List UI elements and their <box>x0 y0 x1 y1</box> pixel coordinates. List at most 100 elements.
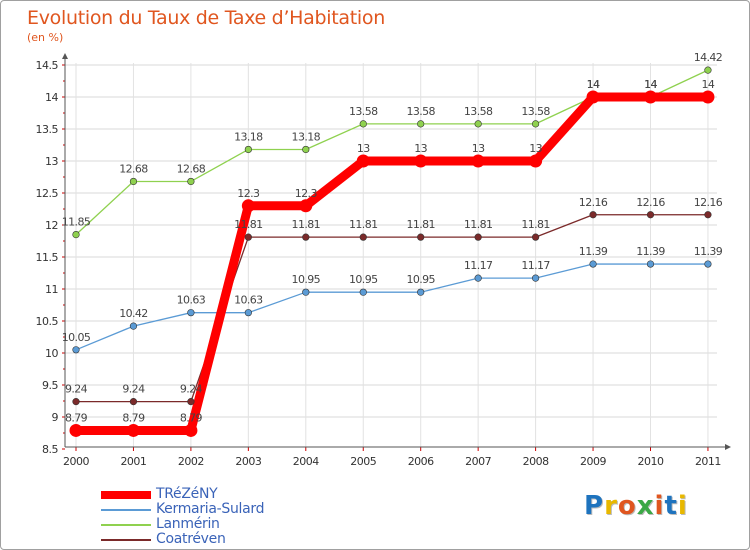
data-label-lanm-rin: 13.58 <box>521 105 550 118</box>
data-labels: 8.79 8.79 8.79 12.3 12.3 13 13 13 13 14 14 14 10.05 1… <box>62 51 724 424</box>
y-tick-label: 8.5 <box>42 443 58 456</box>
data-point-lanm-rin <box>72 231 80 239</box>
data-point-lanm-rin <box>417 120 425 128</box>
legend-swatch-kermaria-sulard <box>101 508 151 511</box>
legend-label-tr-z-ny: TRéZéNY <box>156 486 218 502</box>
data-label-coatr-ven: 9.24 <box>180 383 203 396</box>
y-tick-label: 13 <box>45 155 58 168</box>
data-point-kermaria-sulard <box>72 346 80 354</box>
data-label-tr-z-ny: 8.79 <box>122 411 145 424</box>
data-point-tr-z-ny <box>126 423 140 437</box>
data-point-lanm-rin <box>704 66 712 74</box>
data-label-tr-z-ny: 13 <box>357 142 370 155</box>
data-point-tr-z-ny <box>299 199 313 213</box>
legend-label-lanm-rin: Lanmérin <box>156 516 220 532</box>
y-tick-label: 14.5 <box>36 59 59 72</box>
data-label-lanm-rin: 14 <box>644 78 657 91</box>
x-tick-label: 2008 <box>523 455 549 468</box>
data-point-coatr-ven <box>187 398 195 406</box>
data-point-coatr-ven <box>417 233 425 241</box>
data-point-kermaria-sulard <box>244 309 252 317</box>
logo-letter: x <box>636 491 655 521</box>
data-point-coatr-ven <box>704 211 712 219</box>
x-tick-label: 2002 <box>178 455 204 468</box>
data-label-lanm-rin: 13.58 <box>406 105 435 118</box>
data-label-tr-z-ny: 8.79 <box>65 411 88 424</box>
data-label-kermaria-sulard: 11.17 <box>464 259 493 272</box>
data-label-coatr-ven: 11.81 <box>234 218 263 231</box>
legend-item-coatr-ven: Coatréven <box>101 532 264 547</box>
data-label-coatr-ven: 11.81 <box>521 218 550 231</box>
data-label-tr-z-ny: 12.3 <box>295 187 318 200</box>
data-point-tr-z-ny <box>241 199 255 213</box>
legend-item-tr-z-ny: TRéZéNY <box>101 487 264 502</box>
legend-label-coatr-ven: Coatréven <box>156 531 226 547</box>
x-axis-arrow <box>725 444 731 450</box>
data-point-coatr-ven <box>72 398 80 406</box>
data-point-kermaria-sulard <box>646 260 655 268</box>
data-label-kermaria-sulard: 10.95 <box>349 273 378 286</box>
data-label-coatr-ven: 11.81 <box>464 218 493 231</box>
data-label-tr-z-ny: 14 <box>702 78 715 91</box>
chart-title: Evolution du Taux de Taxe d’Habitation <box>27 7 385 29</box>
data-point-tr-z-ny <box>356 154 370 168</box>
data-point-tr-z-ny <box>471 154 485 168</box>
x-tick-label: 2001 <box>120 455 146 468</box>
data-point-kermaria-sulard <box>474 274 482 282</box>
data-label-coatr-ven: 12.16 <box>636 196 665 209</box>
data-label-tr-z-ny: 8.79 <box>180 411 203 424</box>
data-point-coatr-ven <box>531 233 540 241</box>
y-tick-label: 9 <box>52 411 59 424</box>
data-label-kermaria-sulard: 10.42 <box>119 307 148 320</box>
data-point-lanm-rin <box>474 120 482 128</box>
data-label-coatr-ven: 11.81 <box>349 218 378 231</box>
axes: 8.5 9 9.5 10 10.5 11 11.5 12 12.5 13 13.5 14 14.5 200… <box>36 53 731 468</box>
series-line-coatr-ven <box>75 214 709 403</box>
x-tick-label: 2009 <box>580 455 606 468</box>
data-point-coatr-ven <box>359 233 367 241</box>
data-label-kermaria-sulard: 11.39 <box>579 245 608 258</box>
data-point-lanm-rin <box>129 177 138 186</box>
data-point-lanm-rin <box>244 145 252 154</box>
data-point-tr-z-ny <box>69 423 83 437</box>
data-label-tr-z-ny: 12.3 <box>237 187 260 200</box>
data-point-lanm-rin <box>187 177 195 186</box>
data-point-lanm-rin <box>302 145 310 154</box>
data-point-kermaria-sulard <box>302 288 310 296</box>
logo-letter: t <box>664 491 678 521</box>
data-point-kermaria-sulard <box>704 260 712 268</box>
data-label-lanm-rin: 11.85 <box>62 216 91 229</box>
y-tick-label: 10.5 <box>36 315 59 328</box>
data-label-lanm-rin: 12.68 <box>177 162 206 175</box>
data-point-tr-z-ny <box>644 90 657 104</box>
data-label-lanm-rin: 14.42 <box>694 51 723 64</box>
data-label-kermaria-sulard: 10.05 <box>62 331 91 344</box>
series-line-tr-z-ny <box>71 92 713 435</box>
data-label-tr-z-ny: 14 <box>644 78 657 91</box>
data-point-coatr-ven <box>474 233 482 241</box>
data-label-lanm-rin: 13.58 <box>464 105 493 118</box>
data-label-lanm-rin: 12.68 <box>119 162 148 175</box>
data-point-tr-z-ny <box>701 90 715 104</box>
data-point-coatr-ven <box>589 211 597 219</box>
x-tick-label: 2006 <box>408 455 434 468</box>
data-label-kermaria-sulard: 11.17 <box>521 259 550 272</box>
data-label-lanm-rin: 14 <box>587 78 600 91</box>
data-point-kermaria-sulard <box>531 274 540 282</box>
data-label-lanm-rin: 13.18 <box>292 130 321 143</box>
data-label-coatr-ven: 11.81 <box>292 218 321 231</box>
legend-swatch-coatr-ven <box>101 538 151 541</box>
logo-letter: o <box>617 491 637 521</box>
data-point-coatr-ven <box>244 233 252 241</box>
series-lines <box>71 69 713 435</box>
logo-letter: r <box>604 491 618 521</box>
data-point-coatr-ven <box>646 211 655 219</box>
data-label-kermaria-sulard: 10.95 <box>292 273 321 286</box>
y-tick-label: 12 <box>45 219 58 232</box>
legend-swatch-tr-z-ny <box>101 490 151 499</box>
data-label-lanm-rin: 13.58 <box>349 105 378 118</box>
x-tick-label: 2011 <box>695 455 721 468</box>
data-point-tr-z-ny <box>529 154 543 168</box>
series-points <box>69 66 715 437</box>
y-tick-label: 12.5 <box>36 187 59 200</box>
